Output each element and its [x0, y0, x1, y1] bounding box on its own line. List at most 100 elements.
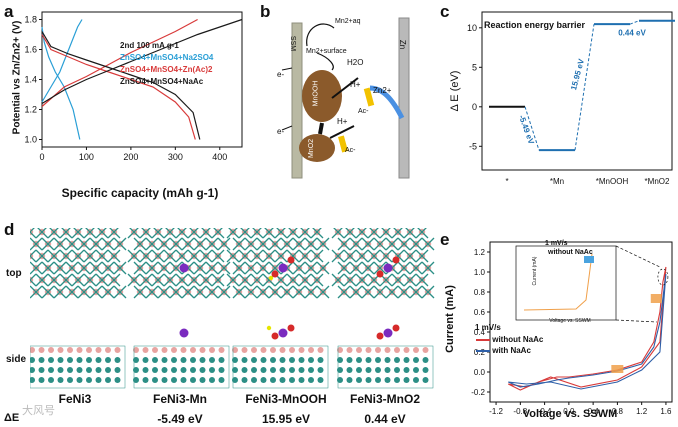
side-atom: [298, 357, 305, 363]
adsorbate-o-top: [392, 256, 400, 264]
side-atom: [356, 357, 362, 363]
side-atom: [289, 347, 295, 353]
side-atom: [38, 377, 45, 383]
top-bond: [41, 285, 55, 299]
side-atom: [279, 367, 286, 373]
chart-c-ytick-label: 10: [467, 23, 477, 33]
row-label-side: side: [6, 354, 27, 365]
chart-e-xtick-label: -0.4: [538, 407, 552, 416]
side-atom: [171, 377, 177, 383]
side-atom: [95, 367, 102, 373]
top-bond: [304, 285, 318, 299]
side-atom: [413, 377, 419, 383]
side-atom: [199, 347, 206, 353]
label-hplus-1: H+: [350, 80, 361, 89]
side-atom: [346, 357, 353, 363]
side-atom: [209, 367, 215, 373]
top-bond: [337, 261, 351, 275]
side-atom: [232, 377, 238, 383]
top-bond: [41, 261, 55, 275]
top-bond: [274, 249, 288, 263]
arrow-mnooh-to-mno2: [318, 122, 324, 135]
top-bond: [226, 228, 238, 239]
top-bond: [53, 261, 67, 275]
top-bond: [77, 285, 91, 299]
mechanism-diagram: [281, 17, 410, 179]
top-bond: [355, 273, 369, 287]
top-bond: [286, 273, 300, 287]
top-bond: [403, 249, 417, 263]
top-bond: [217, 237, 231, 251]
side-atom: [317, 377, 324, 383]
chart-c-ytick-label: -5: [469, 141, 477, 151]
side-atom: [384, 367, 391, 373]
inset-legend: without NaAc: [548, 249, 593, 256]
top-bond: [181, 237, 195, 251]
panel-label-d: d: [4, 220, 15, 239]
side-atom: [356, 367, 362, 373]
top-bond: [415, 228, 427, 239]
side-atom: [142, 347, 149, 353]
side-atom: [161, 377, 168, 383]
top-bond: [59, 228, 71, 239]
side-atom: [298, 347, 305, 353]
top-bond: [391, 228, 403, 239]
side-atom: [218, 357, 225, 363]
top-bond: [262, 228, 274, 239]
top-bond: [274, 273, 288, 287]
top-bond: [238, 273, 252, 287]
top-bond: [310, 249, 324, 263]
chart-a-ytick-label: 1.6: [24, 45, 37, 55]
top-bond: [59, 249, 73, 263]
side-atom: [422, 367, 429, 373]
side-atom: [270, 347, 276, 353]
top-bond: [238, 228, 250, 239]
surface-models: [30, 228, 435, 389]
side-atom: [317, 367, 324, 373]
side-atom: [180, 367, 187, 373]
top-bond: [113, 261, 127, 275]
side-atom: [384, 357, 391, 363]
legend-with-naac-text: with NaAc: [492, 346, 531, 355]
side-atom: [279, 357, 286, 363]
side-atom: [260, 347, 267, 353]
chart-a-legend: 2nd 100 mA g-1 ZnSO4+MnSO4+Na2SO4 ZnSO4+…: [120, 40, 213, 88]
side-atom: [403, 347, 410, 353]
side-atom: [365, 377, 372, 383]
side-atom: [375, 377, 381, 383]
top-bond: [331, 228, 343, 239]
top-bond: [139, 273, 153, 287]
top-bond: [391, 273, 405, 287]
chart-e-ylabel: Current (mA): [444, 285, 456, 353]
chart-e-inset-highlight: [584, 256, 594, 263]
top-bond: [409, 261, 423, 275]
chart-e-zoom-ellipse: [657, 268, 669, 286]
top-bond: [65, 261, 79, 275]
top-bond: [217, 285, 231, 299]
top-bond: [71, 273, 85, 287]
side-atom: [76, 377, 83, 383]
chart-a-xtick-label: 100: [79, 152, 94, 162]
top-bond: [337, 237, 351, 251]
top-bond: [187, 273, 201, 287]
top-bond: [238, 249, 252, 263]
top-bond: [244, 285, 258, 299]
chart-c-xtick-label: *MnOOH: [596, 177, 629, 186]
side-atom: [317, 347, 324, 353]
top-bond: [151, 249, 165, 263]
chart-a-xtick-label: 400: [212, 152, 227, 162]
top-bond: [304, 237, 318, 251]
side-atom: [133, 357, 139, 363]
side-atom: [337, 377, 343, 383]
side-atom: [38, 347, 45, 353]
side-atom: [209, 347, 215, 353]
legend-naac: ZnSO4+MnSO4+NaAc: [120, 77, 204, 86]
label-e-1: e-: [277, 70, 285, 79]
arrow-zn-flow: [369, 85, 405, 120]
side-atom: [133, 377, 139, 383]
chart-c-title: Reaction energy barrier: [484, 20, 586, 30]
side-atom: [152, 347, 158, 353]
top-bond: [163, 228, 175, 239]
top-bond: [77, 261, 91, 275]
chart-e-ytick-label: 0.4: [474, 328, 486, 337]
